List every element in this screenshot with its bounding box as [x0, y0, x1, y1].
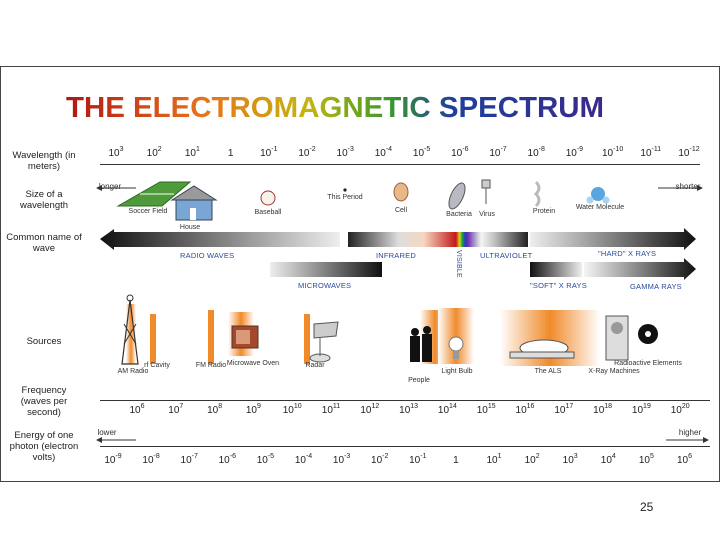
size-longer-label: longer — [98, 182, 122, 191]
source-microwave-oven: Microwave Oven — [226, 360, 280, 367]
size-bacteria: Bacteria — [446, 211, 472, 218]
energy-lower-label: lower — [97, 428, 117, 437]
size-illustrations — [96, 179, 703, 221]
frequency-tick-14: 1020 — [670, 403, 690, 416]
energy-tick-5: 10-4 — [294, 453, 313, 466]
energy-tick-7: 10-2 — [371, 453, 389, 466]
energy-tick-6: 10-3 — [332, 453, 351, 466]
size-cell: Cell — [394, 207, 408, 214]
source-am-radio: AM Radio — [117, 368, 149, 375]
source-illustrations — [121, 294, 658, 366]
source-light-bulb: Light Bulb — [441, 368, 473, 375]
source-people: People — [408, 377, 430, 384]
band-visible: VISIBLE — [455, 250, 462, 278]
wavelength-tick-12: 10-9 — [565, 146, 584, 159]
wavelength-tick-1: 102 — [146, 146, 162, 159]
page-number: 25 — [640, 500, 654, 514]
wavelength-tick-8: 10-5 — [412, 146, 431, 159]
energy-higher-label: higher — [678, 428, 702, 437]
wavelength-tick-5: 10-2 — [298, 146, 316, 159]
svg-text:THE ELECTROMAGNETIC SPECTRUM: THE ELECTROMAGNETIC SPECTRUM — [66, 92, 604, 124]
energy-tick-1: 10-8 — [142, 453, 160, 466]
source-radar: Radar — [305, 362, 325, 369]
frequency-tick-3: 109 — [245, 403, 261, 416]
wavelength-tick-15: 10-12 — [678, 146, 700, 159]
frequency-tick-5: 1011 — [321, 403, 341, 416]
energy-tick-13: 104 — [600, 453, 616, 466]
frequency-tick-4: 1010 — [282, 403, 302, 416]
energy-tick-8: 10-1 — [409, 453, 427, 466]
source-radioactive-elements: Radioactive Elements — [614, 360, 682, 367]
wavelength-tick-0: 103 — [108, 146, 124, 159]
size-protein: Protein — [532, 208, 556, 215]
frequency-tick-2: 108 — [207, 403, 223, 416]
row-label-wavelength: Wavelength (in meters) — [12, 150, 76, 172]
energy-tick-9: 1 — [453, 455, 459, 466]
size-baseball: Baseball — [254, 209, 282, 216]
wavelength-tick-4: 10-1 — [260, 146, 278, 159]
band-microwaves: MICROWAVES — [298, 281, 352, 290]
wavelength-tick-11: 10-8 — [527, 146, 545, 159]
energy-tick-11: 102 — [524, 453, 540, 466]
wavelength-tick-7: 10-4 — [374, 146, 393, 159]
energy-axis — [100, 446, 710, 447]
frequency-tick-10: 1016 — [515, 403, 535, 416]
size-virus: Virus — [479, 211, 495, 218]
size-soccer-field: Soccer Field — [128, 208, 168, 215]
wavelength-tick-13: 10-10 — [601, 146, 624, 159]
frequency-tick-11: 1017 — [554, 403, 574, 416]
row-label-frequency: Frequency (waves per second) — [20, 385, 68, 418]
energy-tick-10: 101 — [486, 453, 502, 466]
size-house: House — [179, 224, 201, 231]
frequency-tick-8: 1014 — [437, 403, 457, 416]
source-rf-cavity: rf Cavity — [144, 362, 170, 369]
wavelength-tick-3: 1 — [227, 148, 234, 159]
frequency-tick-9: 1015 — [476, 403, 496, 416]
row-label-common-name: Common name of wave — [6, 232, 82, 254]
band-ultraviolet: ULTRAVIOLET — [480, 251, 533, 260]
spectrum-bands — [100, 228, 696, 280]
energy-arrows — [96, 437, 709, 443]
row-label-energy: Energy of one photon (electron volts) — [9, 430, 79, 463]
energy-tick-3: 10-6 — [218, 453, 236, 466]
band-soft-x-rays: "SOFT" X RAYS — [530, 281, 587, 290]
band-infrared: INFRARED — [376, 251, 416, 260]
wavelength-tick-10: 10-7 — [489, 146, 507, 159]
row-label-size: Size of a wavelength — [19, 189, 69, 211]
frequency-tick-6: 1012 — [360, 403, 380, 416]
energy-tick-2: 10-7 — [180, 453, 198, 466]
band-hard-x-rays: "HARD" X RAYS — [598, 249, 657, 258]
energy-tick-12: 103 — [562, 453, 578, 466]
size-this-period: This Period — [327, 194, 363, 201]
frequency-tick-1: 107 — [168, 403, 184, 416]
frequency-tick-0: 106 — [129, 403, 145, 416]
energy-tick-0: 10-9 — [104, 453, 122, 466]
wavelength-tick-6: 10-3 — [336, 146, 354, 159]
wavelength-axis — [100, 164, 700, 165]
wavelength-tick-14: 10-11 — [640, 146, 662, 159]
source-x-ray-machines: X-Ray Machines — [588, 368, 640, 375]
source-the-als: The ALS — [534, 368, 562, 375]
wavelength-tick-2: 101 — [184, 146, 200, 159]
energy-tick-4: 10-5 — [256, 453, 275, 466]
row-label-sources: Sources — [26, 336, 62, 347]
wavelength-tick-9: 10-6 — [451, 146, 469, 159]
frequency-tick-7: 1013 — [399, 403, 419, 416]
band-radio-waves: RADIO WAVES — [180, 251, 235, 260]
band-gamma-rays: GAMMA RAYS — [630, 282, 682, 291]
frequency-tick-13: 1019 — [631, 403, 651, 416]
source-fm-radio: FM Radio — [195, 362, 227, 369]
frequency-tick-12: 1018 — [593, 403, 613, 416]
size-shorter-label: shorter — [675, 182, 701, 191]
energy-tick-14: 105 — [638, 453, 654, 466]
energy-tick-15: 106 — [676, 453, 693, 466]
size-water-molecule: Water Molecule — [575, 204, 625, 211]
frequency-axis — [100, 400, 710, 401]
page-title: THE ELECTROMAGNETIC SPECTRUM — [66, 88, 626, 124]
